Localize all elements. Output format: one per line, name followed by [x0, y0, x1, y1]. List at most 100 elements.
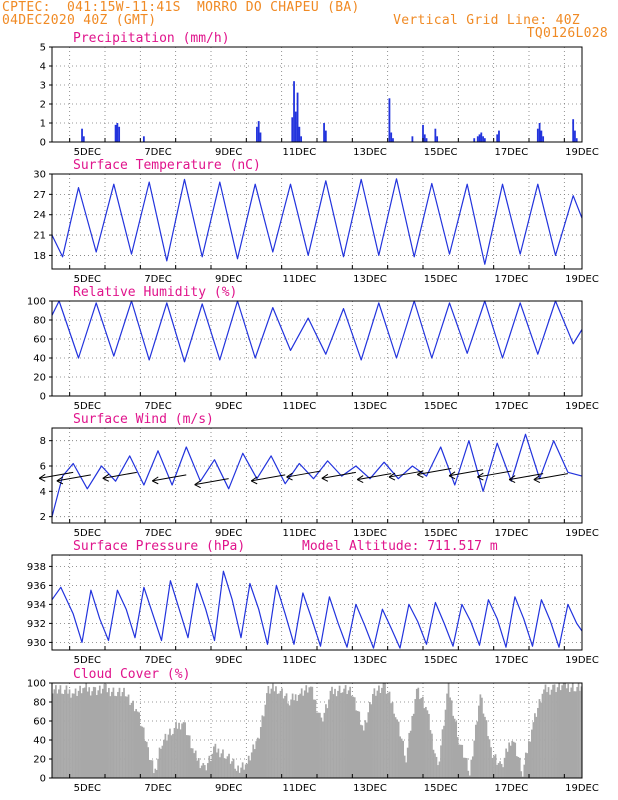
header-grid-note: Vertical Grid Line: 40Z [393, 13, 580, 28]
x-tick-label: 5DEC [74, 274, 101, 285]
cloud-bar [562, 683, 565, 778]
cloud-bar [450, 700, 453, 778]
x-tick-label: 13DEC [353, 274, 387, 285]
cloud-bar [312, 699, 315, 778]
cloud-bar [231, 761, 233, 778]
x-tick-label: 11DEC [282, 274, 316, 285]
series-line [51, 300, 583, 363]
cloud-bar [249, 760, 252, 778]
panel-5: 0 20 40 60 80 100 5DEC 7DEC 9DEC 11DEC 13DEC 15DEC 1… [27, 667, 599, 794]
cloud-bar [124, 696, 127, 778]
cloud-bar [115, 696, 118, 778]
cloud-bar [194, 750, 197, 778]
cloud-bar [117, 691, 119, 778]
cloud-bar [322, 721, 324, 778]
cloud-bar [123, 687, 125, 778]
cloud-bar [256, 737, 259, 778]
y-tick-label: 27 [33, 190, 46, 201]
cloud-bar [352, 696, 355, 778]
cloud-bar [255, 741, 258, 778]
cloud-bar [506, 751, 509, 778]
x-tick-label: 15DEC [424, 147, 458, 158]
cloud-bar [455, 721, 458, 778]
precip-bar [300, 136, 302, 142]
cloud-bar [309, 686, 312, 778]
cloud-bar [205, 770, 208, 778]
cloud-bar [388, 691, 391, 778]
cloud-bar [65, 685, 68, 778]
cloud-bar [337, 690, 339, 778]
cloud-bar [328, 699, 330, 778]
cloud-bar [531, 729, 533, 778]
cloud-bar [417, 687, 420, 778]
cloud-bar [163, 739, 165, 778]
x-tick-label: 13DEC [353, 655, 387, 666]
cloud-bar [349, 686, 352, 778]
precip-bar [294, 111, 297, 142]
cloud-bar [412, 713, 415, 778]
cloud-bar [411, 716, 414, 778]
cloud-bar [358, 711, 361, 778]
series-line [51, 433, 583, 517]
cloud-bar [300, 688, 303, 778]
cloud-bar [509, 745, 512, 778]
cloud-bar [247, 755, 250, 778]
cloud-bar [338, 685, 341, 778]
panel-title: Cloud Cover (%) [73, 667, 190, 682]
cloud-bar [219, 757, 221, 778]
cloud-bar [452, 715, 454, 778]
cloud-bar [193, 753, 196, 778]
x-tick-label: 15DEC [424, 655, 458, 666]
cloud-bar [258, 738, 261, 778]
y-tick-label: 40 [33, 354, 46, 365]
y-tick-label: 0 [40, 392, 46, 403]
y-tick-label: 40 [33, 736, 46, 747]
cloud-bar [167, 734, 170, 778]
cloud-bar [381, 687, 383, 778]
x-tick-label: 15DEC [424, 528, 458, 539]
cloud-bar [91, 691, 94, 778]
cloud-bar [259, 727, 262, 778]
cloud-bar [556, 687, 559, 778]
cloud-bar [133, 711, 136, 778]
x-tick-label: 7DEC [144, 401, 171, 412]
cloud-bar [293, 700, 295, 778]
cloud-bar [408, 732, 411, 778]
cloud-bar [496, 764, 498, 778]
cloud-bar [172, 733, 174, 778]
x-tick-label: 15DEC [424, 783, 458, 794]
cloud-bar [468, 775, 471, 778]
cloud-bar [432, 749, 435, 778]
cloud-bar [497, 763, 500, 778]
cloud-bar [187, 735, 189, 778]
wind-arrow [286, 470, 321, 478]
cloud-bar [253, 749, 256, 778]
cloud-bar [55, 685, 57, 778]
cloud-bar [216, 752, 218, 778]
cloud-bar [384, 683, 386, 778]
y-tick-label: 4 [40, 62, 46, 73]
cloud-bar [214, 743, 217, 778]
cloud-bar [347, 690, 350, 778]
cloud-bar [409, 730, 412, 778]
panel-0: 0 1 2 3 4 5 5DEC 7DEC 9DEC 11DEC 13DEC 15DEC 17DEC 19… [40, 31, 599, 158]
y-tick-label: 3 [40, 81, 46, 92]
y-tick-label: 6 [40, 462, 46, 473]
cloud-bar [521, 776, 524, 778]
precip-bar [298, 126, 301, 142]
cloud-bar [505, 748, 507, 778]
x-tick-label: 7DEC [144, 528, 171, 539]
precip-bar [422, 124, 424, 142]
cloud-bar [226, 756, 229, 778]
y-tick-label: 60 [33, 717, 46, 728]
cloud-bar [405, 762, 408, 778]
cloud-bar [94, 687, 97, 778]
wind-arrowhead [533, 475, 541, 484]
precip-bar [296, 92, 299, 142]
cloud-bar [135, 709, 137, 778]
precip-bar [324, 130, 327, 142]
cloud-bar [499, 761, 501, 778]
cloud-bar [565, 688, 568, 778]
cloud-bar [109, 696, 112, 778]
